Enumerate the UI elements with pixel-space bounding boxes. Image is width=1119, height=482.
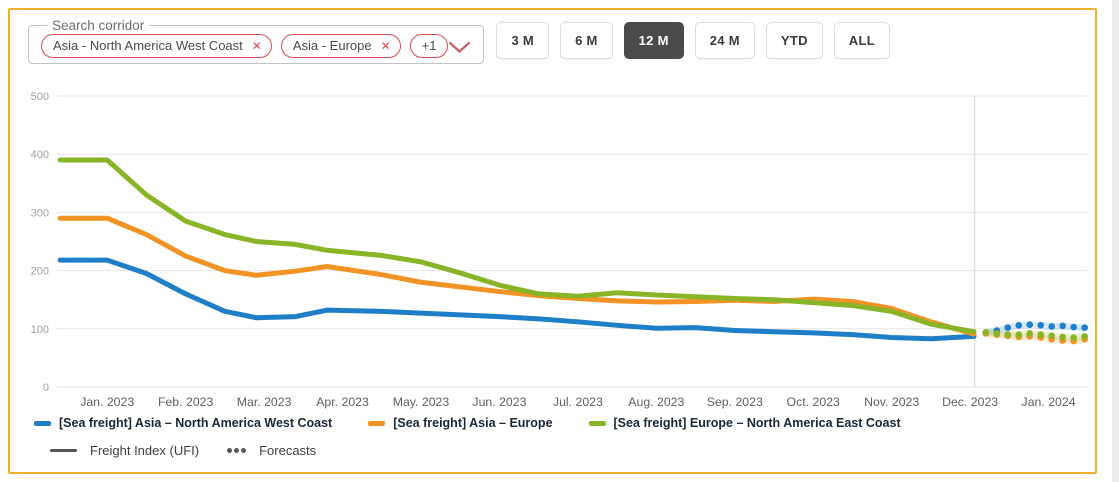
forecast-dot <box>1015 331 1023 338</box>
y-axis-tick-label: 300 <box>31 207 49 219</box>
x-axis-tick-label: Dec. 2023 <box>942 395 998 409</box>
legend-series-swatch <box>588 420 606 426</box>
forecast-dot <box>1026 330 1034 337</box>
forecast-dot <box>1070 334 1077 341</box>
corridor-select-label: Search corridor <box>52 18 145 33</box>
x-axis-tick-label: Mar. 2023 <box>237 395 292 409</box>
legend-series-swatch <box>34 420 51 426</box>
range-button-ytd[interactable]: YTD <box>765 22 823 59</box>
y-axis-tick-label: 400 <box>31 149 49 161</box>
corridor-tag-label: Asia - Europe <box>292 38 372 53</box>
x-axis-tick-label: Nov. 2023 <box>864 395 919 409</box>
forecast-dot <box>1015 322 1023 329</box>
legend-series-swatch <box>368 420 386 426</box>
forecast-dot <box>1059 322 1066 330</box>
forecast-dot <box>1048 332 1055 340</box>
legend-series-label: [Sea freight] Asia – Europe <box>393 416 553 430</box>
legend-series-item[interactable]: [Sea freight] Asia – Europe <box>368 416 553 430</box>
corridor-select[interactable]: Search corridor Asia - North America Wes… <box>28 18 485 64</box>
series-line-0 <box>57 257 977 342</box>
x-axis-tick-label: Jan. 2024 <box>1022 395 1076 409</box>
series-line-1 <box>57 215 977 337</box>
forecast-band-2 <box>982 328 1089 342</box>
forecast-dot <box>1037 331 1045 338</box>
corridor-tag[interactable]: Asia - North America West Coast ✕ <box>41 34 272 58</box>
range-button-12-m[interactable]: 12 M <box>623 22 684 59</box>
legend-series-label: [Sea freight] Asia – North America West … <box>59 416 333 430</box>
corridor-tag[interactable]: Asia - Europe ✕ <box>280 34 401 58</box>
forecast-dot <box>1048 323 1055 330</box>
x-axis-tick-label: Feb. 2023 <box>158 395 214 409</box>
legend-series-label: [Sea freight] Europe – North America Eas… <box>613 416 901 430</box>
x-axis-tick-label: May. 2023 <box>393 395 450 409</box>
x-axis-tick-label: Aug. 2023 <box>628 395 684 409</box>
y-axis-tick-label: 200 <box>31 266 49 278</box>
range-button-3-m[interactable]: 3 M <box>496 22 550 59</box>
series-line-2 <box>57 157 977 335</box>
y-axis-tick-label: 500 <box>31 91 49 103</box>
forecast-dot <box>1059 333 1066 341</box>
range-buttons: 3 M 6 M 12 M 24 M YTD ALL <box>496 22 890 59</box>
legend-meta-label: Forecasts <box>259 443 317 458</box>
forecast-dot <box>1026 321 1034 329</box>
freight-chart-svg[interactable]: 0 100 200 300 400 500 Jan. 2023 Feb. 2023 Mar. 2… <box>10 78 1091 410</box>
y-axis-tick-label: 0 <box>43 382 49 394</box>
forecast-dot <box>993 330 1001 337</box>
forecast-dot <box>1004 324 1012 331</box>
remove-tag-icon[interactable]: ✕ <box>251 38 262 53</box>
forecast-dot <box>1070 323 1077 331</box>
dots-marker-icon <box>227 448 247 453</box>
corridor-tag-label: +1 <box>421 38 437 53</box>
x-axis-tick-label: Oct. 2023 <box>787 395 840 409</box>
forecast-dot <box>1037 322 1045 329</box>
chart-legend-series: [Sea freight] Asia – North America West … <box>10 416 1095 430</box>
range-button-24-m[interactable]: 24 M <box>694 22 755 59</box>
corridor-tag[interactable]: +1 <box>409 34 449 58</box>
widget-header: Search corridor Asia - North America Wes… <box>10 10 1095 64</box>
forecast-dot <box>1004 331 1012 338</box>
remove-tag-icon[interactable]: ✕ <box>380 38 391 53</box>
x-axis-tick-label: Apr. 2023 <box>316 395 369 409</box>
line-marker-icon <box>50 449 77 452</box>
range-button-6-m[interactable]: 6 M <box>560 22 613 59</box>
legend-meta-item[interactable]: Freight Index (UFI) <box>50 443 199 458</box>
corridor-tags: Asia - North America West Coast ✕ Asia - E… <box>41 34 449 58</box>
chevron-down-icon[interactable] <box>448 39 471 54</box>
x-axis-tick-label: Sep. 2023 <box>707 395 763 409</box>
y-axis-tick-label: 100 <box>31 324 49 336</box>
range-button-all[interactable]: ALL <box>833 22 890 59</box>
chart-legend-meta: Freight Index (UFI) Forecasts <box>10 443 1095 458</box>
x-axis-tick-label: Jun. 2023 <box>472 395 526 409</box>
forecast-dot <box>982 328 990 336</box>
freight-index-widget: Search corridor Asia - North America Wes… <box>8 8 1097 474</box>
forecast-band-0 <box>982 321 1089 337</box>
x-axis-tick-label: Jan. 2023 <box>80 395 134 409</box>
forecast-dot <box>1081 324 1088 331</box>
forecast-dot <box>1081 333 1088 340</box>
corridor-tags-row: Asia - North America West Coast ✕ Asia - E… <box>41 34 471 58</box>
legend-series-item[interactable]: [Sea freight] Asia – North America West … <box>34 416 332 430</box>
corridor-tag-label: Asia - North America West Coast <box>53 38 243 53</box>
x-axis-tick-label: Jul. 2023 <box>553 395 603 409</box>
page-edge <box>1112 0 1119 482</box>
legend-meta-item[interactable]: Forecasts <box>227 443 316 458</box>
legend-meta-label: Freight Index (UFI) <box>90 443 200 458</box>
forecast-band-1 <box>982 329 1089 345</box>
legend-series-item[interactable]: [Sea freight] Europe – North America Eas… <box>588 416 901 430</box>
